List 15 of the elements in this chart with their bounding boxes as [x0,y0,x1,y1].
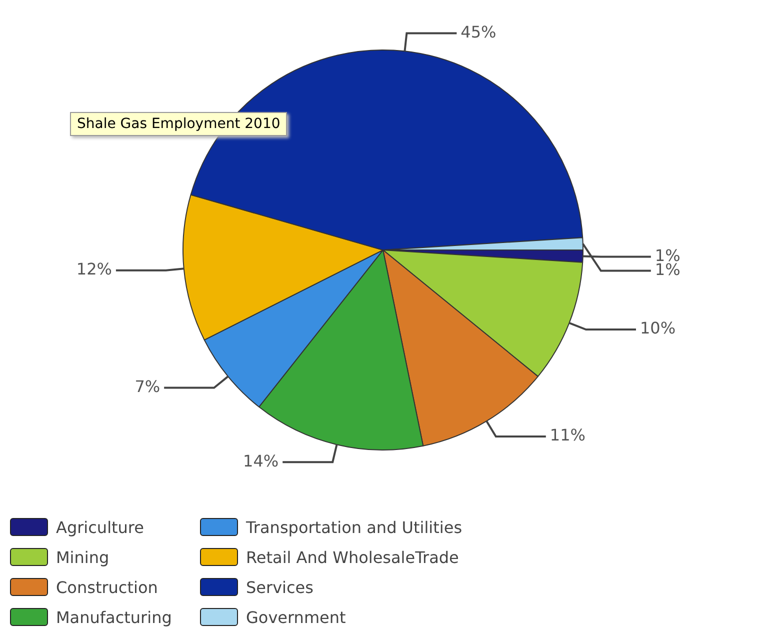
data-label: 7% [134,376,160,396]
data-label: 12% [76,259,112,278]
data-label: 11% [550,426,586,445]
legend-label: Manufacturing [56,608,172,626]
legend-label: Government [246,608,346,626]
data-label: 10% [640,318,676,338]
legend-label: Construction [56,578,158,596]
text: Shale Gas Employment 2010 [70,112,288,136]
data-label: 45% [460,22,496,42]
legend-label: Services [246,578,314,596]
legend-label: Agriculture [56,518,144,536]
data-label: 14% [243,451,279,470]
legend-label: Mining [56,548,110,566]
legend-label: Retail And WholesaleTrade [246,548,459,566]
legend-label: Transportation and Utilities [246,518,462,536]
